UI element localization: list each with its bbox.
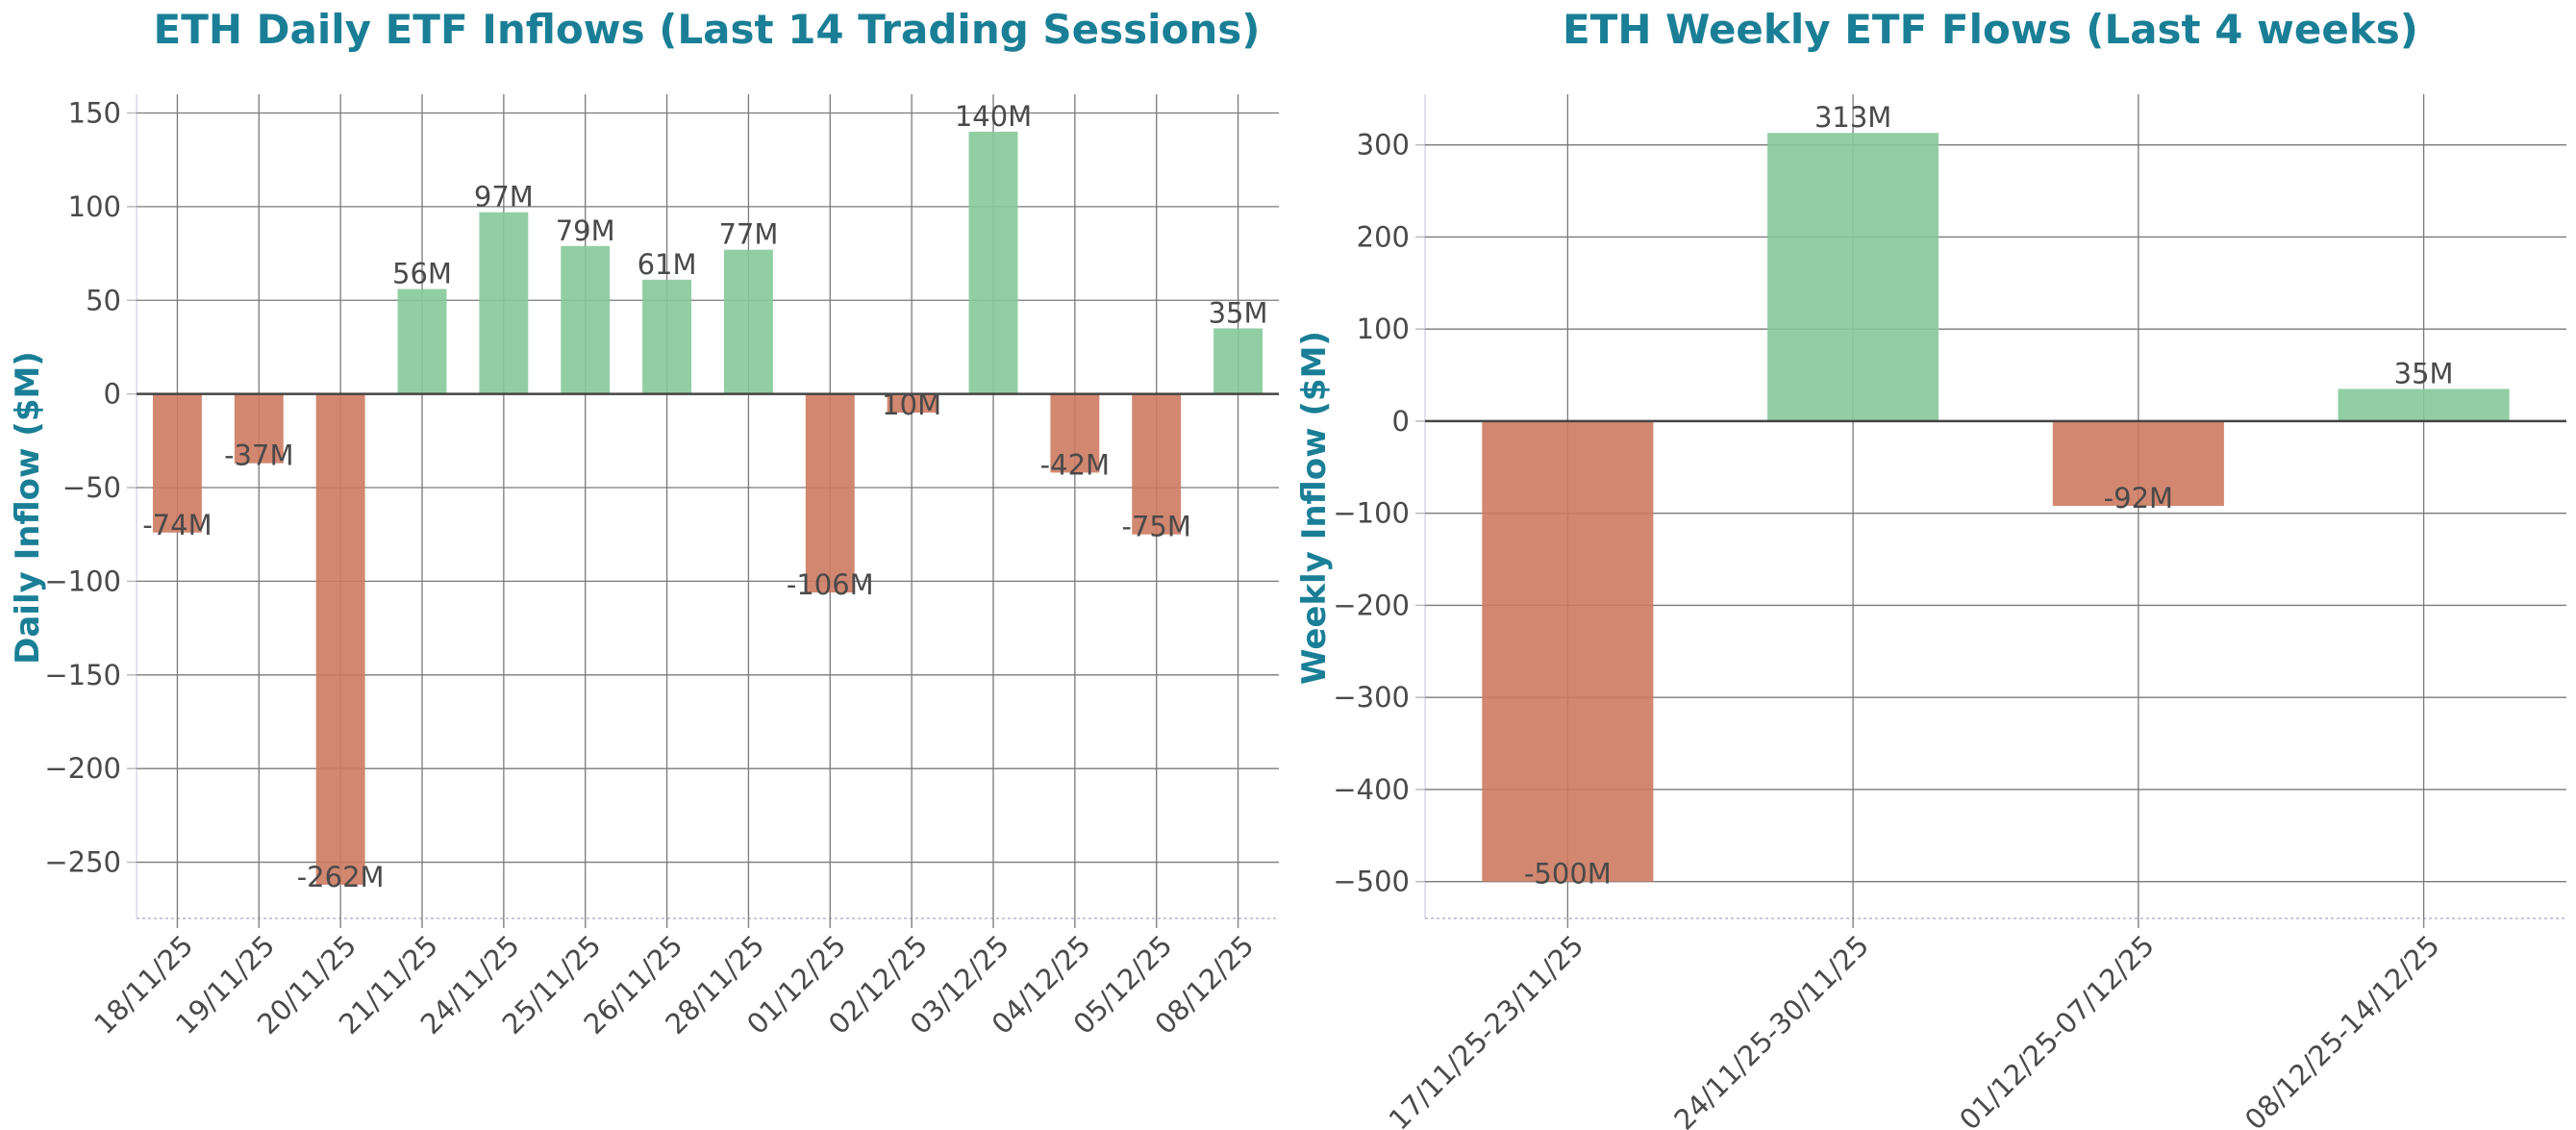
data-label: -92M — [2104, 482, 2173, 515]
y-tick-label: 150 — [68, 96, 121, 129]
y-axis-label: Weekly Inflow ($M) — [1295, 331, 1334, 685]
daily-inflows-chart: ETH Daily ETF Inflows (Last 14 Trading S… — [9, 6, 1279, 1041]
y-tick-label: −150 — [44, 659, 121, 691]
chart-title: ETH Weekly ETF Flows (Last 4 weeks) — [1563, 6, 2418, 53]
weekly-flows-chart: ETH Weekly ETF Flows (Last 4 weeks) Week… — [1295, 6, 2566, 1130]
bar — [1767, 133, 1939, 421]
y-tick-label: 100 — [1357, 313, 1410, 345]
y-tick-label: 50 — [86, 284, 121, 316]
bar — [152, 393, 202, 533]
data-label: 140M — [955, 100, 1032, 133]
bar — [642, 279, 692, 394]
bar — [397, 289, 447, 394]
bar — [234, 393, 284, 464]
data-label: 35M — [2394, 357, 2454, 389]
data-label: 10M — [882, 389, 941, 421]
data-label: 35M — [1209, 296, 1268, 329]
data-label: 313M — [1814, 101, 1891, 134]
x-tick-label: 24/11/25-30/11/25 — [1667, 929, 1875, 1130]
data-label: -42M — [1040, 448, 1110, 481]
data-label: 97M — [474, 181, 534, 213]
x-tick-label: 08/12/25-14/12/25 — [2238, 929, 2446, 1130]
data-label: -75M — [1122, 511, 1191, 543]
y-tick-label: 0 — [1392, 405, 1410, 438]
bar — [1132, 393, 1182, 535]
bar — [968, 131, 1018, 394]
data-label: -500M — [1524, 858, 1612, 891]
bar — [723, 249, 773, 394]
data-label: 79M — [556, 214, 615, 247]
x-tick-label: 17/11/25-23/11/25 — [1383, 929, 1590, 1130]
y-tick-label: 100 — [68, 190, 121, 223]
y-tick-label: −400 — [1333, 773, 1410, 806]
y-tick-label: −100 — [1333, 497, 1410, 530]
data-label: -262M — [297, 861, 385, 893]
bar — [2052, 420, 2224, 507]
y-tick-label: 200 — [1357, 220, 1410, 253]
chart-title: ETH Daily ETF Inflows (Last 14 Trading S… — [154, 6, 1261, 53]
y-tick-label: −200 — [1333, 589, 1410, 621]
bar — [315, 393, 365, 885]
bar — [479, 212, 529, 394]
data-label: -74M — [142, 509, 212, 541]
bar — [1213, 328, 1263, 394]
bar — [561, 245, 611, 394]
bar — [1482, 420, 1654, 882]
y-axis-label: Daily Inflow ($M) — [9, 351, 47, 665]
y-tick-label: −50 — [63, 471, 121, 504]
bar — [887, 393, 937, 414]
y-tick-label: −200 — [44, 752, 121, 785]
y-tick-label: −500 — [1333, 866, 1410, 898]
data-label: -37M — [224, 439, 293, 472]
y-tick-label: −300 — [1333, 681, 1410, 714]
y-tick-label: 300 — [1357, 129, 1410, 162]
bar — [1050, 393, 1100, 473]
bar — [2338, 389, 2510, 421]
x-tick-label: 01/12/25-07/12/25 — [1953, 929, 2161, 1130]
data-label: 56M — [392, 258, 452, 290]
bar — [805, 393, 855, 593]
y-tick-label: −250 — [44, 846, 121, 879]
data-label: 61M — [638, 248, 697, 281]
data-label: 77M — [718, 218, 778, 251]
y-tick-label: 0 — [104, 378, 121, 411]
y-tick-label: −100 — [44, 565, 121, 597]
data-label: -106M — [787, 568, 874, 601]
